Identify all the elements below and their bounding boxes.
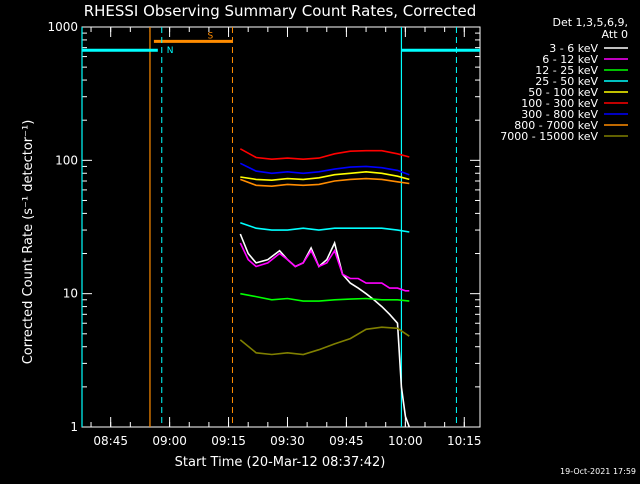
x-tick-label: 09:45 [329, 434, 364, 448]
y-tick-label: 100 [55, 153, 78, 167]
legend-label-7: 300 - 800 keV [521, 108, 598, 121]
legend-label-1: 3 - 6 keV [549, 42, 598, 55]
x-tick-label: 08:45 [93, 434, 128, 448]
marker-label-s: S [207, 31, 213, 41]
legend-label-4: 25 - 50 keV [535, 75, 598, 88]
legend-label-5: 50 - 100 keV [528, 86, 598, 99]
x-tick-label: 10:15 [447, 434, 482, 448]
legend-header-line2: Att 0 [602, 28, 628, 41]
y-axis-label: Corrected Count Rate (s⁻¹ detector⁻¹) [21, 120, 36, 365]
y-tick-label: 1000 [47, 20, 78, 34]
chart-title: RHESSI Observing Summary Count Rates, Co… [84, 2, 477, 20]
x-tick-label: 09:00 [152, 434, 187, 448]
series-line-7 [239, 162, 410, 176]
series-line-4 [240, 222, 410, 233]
x-tick-label: 09:30 [270, 434, 305, 448]
legend-label-6: 100 - 300 keV [521, 97, 598, 110]
legend-header-line1: Det 1,3,5,6,9, [552, 16, 628, 29]
footer-timestamp: 19-Oct-2021 17:59 [560, 467, 636, 476]
series-line-8 [240, 177, 410, 188]
legend-label-9: 7000 - 15000 keV [500, 130, 598, 143]
x-tick-label: 09:15 [211, 434, 246, 448]
x-axis-label: Start Time (20-Mar-12 08:37:42) [175, 455, 386, 470]
plot-frame [81, 26, 481, 428]
series-line-3 [240, 292, 410, 302]
legend-label-2: 6 - 12 keV [542, 53, 598, 66]
y-tick-label: 10 [63, 287, 78, 301]
series-line-6 [239, 148, 410, 161]
marker-label-n: N [167, 46, 174, 56]
series-line-2 [239, 242, 410, 292]
legend-label-8: 800 - 7000 keV [514, 119, 598, 132]
series-line-5 [240, 170, 410, 182]
legend-label-3: 12 - 25 keV [535, 64, 598, 77]
series-line-9 [239, 326, 410, 356]
series-line-1 [239, 233, 411, 428]
y-tick-label: 1 [70, 420, 78, 434]
x-tick-label: 10:00 [388, 434, 423, 448]
